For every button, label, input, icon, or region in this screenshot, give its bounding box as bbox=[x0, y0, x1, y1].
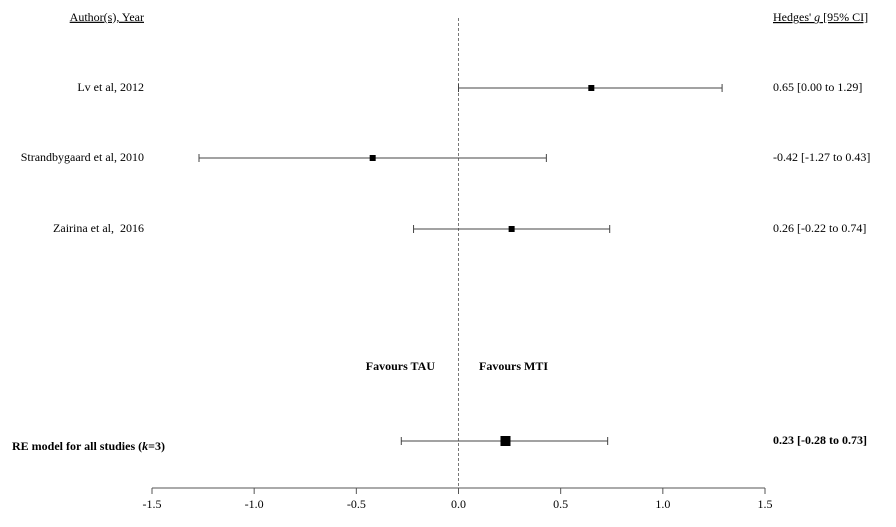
x-tick-label: 0.0 bbox=[451, 497, 466, 511]
x-tick-label: -1.0 bbox=[245, 497, 264, 511]
x-tick-label: 0.5 bbox=[553, 497, 568, 511]
row-label: Strandbygaard et al, 2010 bbox=[21, 150, 144, 164]
x-tick-label: -0.5 bbox=[347, 497, 366, 511]
estimate-marker bbox=[508, 226, 515, 232]
estimate-marker bbox=[588, 85, 595, 91]
estimate-header-part: g bbox=[814, 10, 820, 24]
value-label: 0.23 [-0.28 to 0.73] bbox=[773, 433, 867, 447]
annotation: Favours MTI bbox=[479, 359, 548, 373]
row-label-part: RE model for all studies ( bbox=[12, 439, 142, 453]
estimate-marker bbox=[369, 155, 376, 161]
value-label: 0.26 [-0.22 to 0.74] bbox=[773, 221, 866, 235]
row-label: RE model for all studies (k=3) bbox=[12, 439, 165, 453]
value-label: -0.42 [-1.27 to 0.43] bbox=[773, 150, 870, 164]
x-tick-label: 1.5 bbox=[758, 497, 773, 511]
estimate-header-part: [95% CI] bbox=[820, 10, 868, 24]
value-label: 0.65 [0.00 to 1.29] bbox=[773, 80, 862, 94]
row-label-part: k bbox=[142, 439, 148, 453]
row-label-part: =3) bbox=[148, 439, 165, 453]
x-tick-label: 1.0 bbox=[655, 497, 670, 511]
x-tick-label: -1.5 bbox=[143, 497, 162, 511]
row-label: Lv et al, 2012 bbox=[77, 80, 144, 94]
study-header: Author(s), Year bbox=[70, 10, 144, 24]
estimate-marker bbox=[500, 436, 511, 446]
annotation: Favours TAU bbox=[366, 359, 436, 373]
estimate-header: Hedges' g [95% CI] bbox=[773, 10, 868, 24]
estimate-header-part: Hedges' bbox=[773, 10, 814, 24]
row-label: Zairina et al, 2016 bbox=[53, 221, 144, 235]
